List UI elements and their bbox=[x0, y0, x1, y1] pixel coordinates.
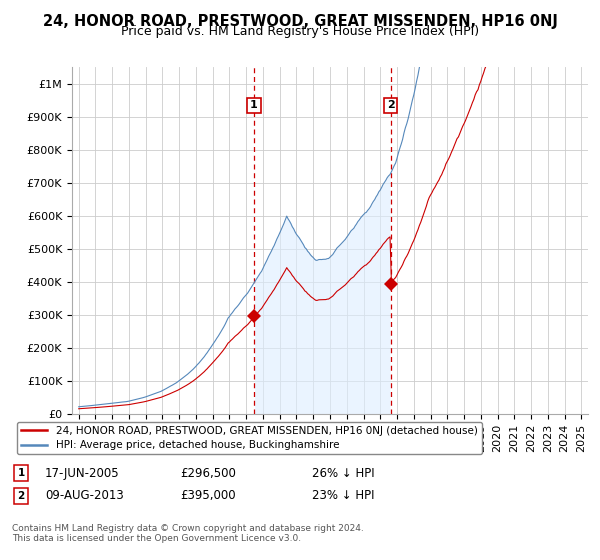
Text: 2: 2 bbox=[17, 491, 25, 501]
Text: Price paid vs. HM Land Registry's House Price Index (HPI): Price paid vs. HM Land Registry's House … bbox=[121, 25, 479, 38]
Text: 2: 2 bbox=[387, 100, 395, 110]
Text: 09-AUG-2013: 09-AUG-2013 bbox=[45, 489, 124, 502]
Text: £296,500: £296,500 bbox=[180, 466, 236, 480]
Legend: 24, HONOR ROAD, PRESTWOOD, GREAT MISSENDEN, HP16 0NJ (detached house), HPI: Aver: 24, HONOR ROAD, PRESTWOOD, GREAT MISSEND… bbox=[17, 422, 482, 455]
Text: 23% ↓ HPI: 23% ↓ HPI bbox=[312, 489, 374, 502]
Text: Contains HM Land Registry data © Crown copyright and database right 2024.
This d: Contains HM Land Registry data © Crown c… bbox=[12, 524, 364, 543]
Text: 17-JUN-2005: 17-JUN-2005 bbox=[45, 466, 119, 480]
Text: £395,000: £395,000 bbox=[180, 489, 236, 502]
Text: 1: 1 bbox=[250, 100, 258, 110]
Text: 24, HONOR ROAD, PRESTWOOD, GREAT MISSENDEN, HP16 0NJ: 24, HONOR ROAD, PRESTWOOD, GREAT MISSEND… bbox=[43, 14, 557, 29]
Text: 1: 1 bbox=[17, 468, 25, 478]
Text: 26% ↓ HPI: 26% ↓ HPI bbox=[312, 466, 374, 480]
